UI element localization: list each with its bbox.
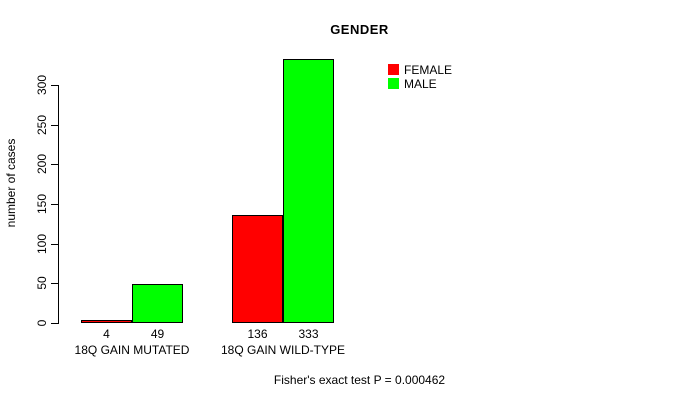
y-tick (51, 244, 58, 245)
y-tick (51, 85, 58, 86)
y-tick-label: 150 (35, 193, 49, 215)
y-tick (51, 283, 58, 284)
bar-value-male-18q-gain-mutated: 49 (150, 327, 165, 341)
bar-value-female-18q-gain-wild-type: 136 (247, 327, 268, 341)
y-tick-label: 250 (35, 114, 49, 136)
y-tick (51, 204, 58, 205)
bar-female-18q-gain-wild-type (232, 215, 283, 323)
bar-value-female-18q-gain-mutated: 4 (103, 327, 110, 341)
legend-swatch-female (388, 64, 399, 75)
footnote-fisher-test: Fisher's exact test P = 0.000462 (273, 373, 446, 387)
category-label-18q-gain-wild-type: 18Q GAIN WILD-TYPE (220, 343, 346, 357)
y-tick (51, 164, 58, 165)
y-tick-label: 300 (35, 74, 49, 96)
category-label-18q-gain-mutated: 18Q GAIN MUTATED (74, 343, 190, 357)
legend-swatch-male (388, 78, 399, 89)
chart-title: GENDER (330, 22, 389, 37)
y-tick (51, 125, 58, 126)
legend-label-female: FEMALE (404, 63, 453, 77)
bar-female-18q-gain-mutated (81, 319, 132, 323)
y-tick-label: 200 (35, 153, 49, 175)
y-tick (51, 323, 58, 324)
y-tick-label: 100 (35, 233, 49, 255)
bar-male-18q-gain-mutated (132, 284, 183, 323)
y-axis-line (58, 85, 59, 324)
bar-male-18q-gain-wild-type (283, 58, 334, 323)
y-axis-label: number of cases (4, 138, 18, 228)
y-tick-label: 50 (35, 276, 49, 290)
y-tick-label: 0 (35, 319, 49, 327)
legend-label-male: MALE (404, 77, 437, 91)
bar-value-male-18q-gain-wild-type: 333 (298, 327, 319, 341)
